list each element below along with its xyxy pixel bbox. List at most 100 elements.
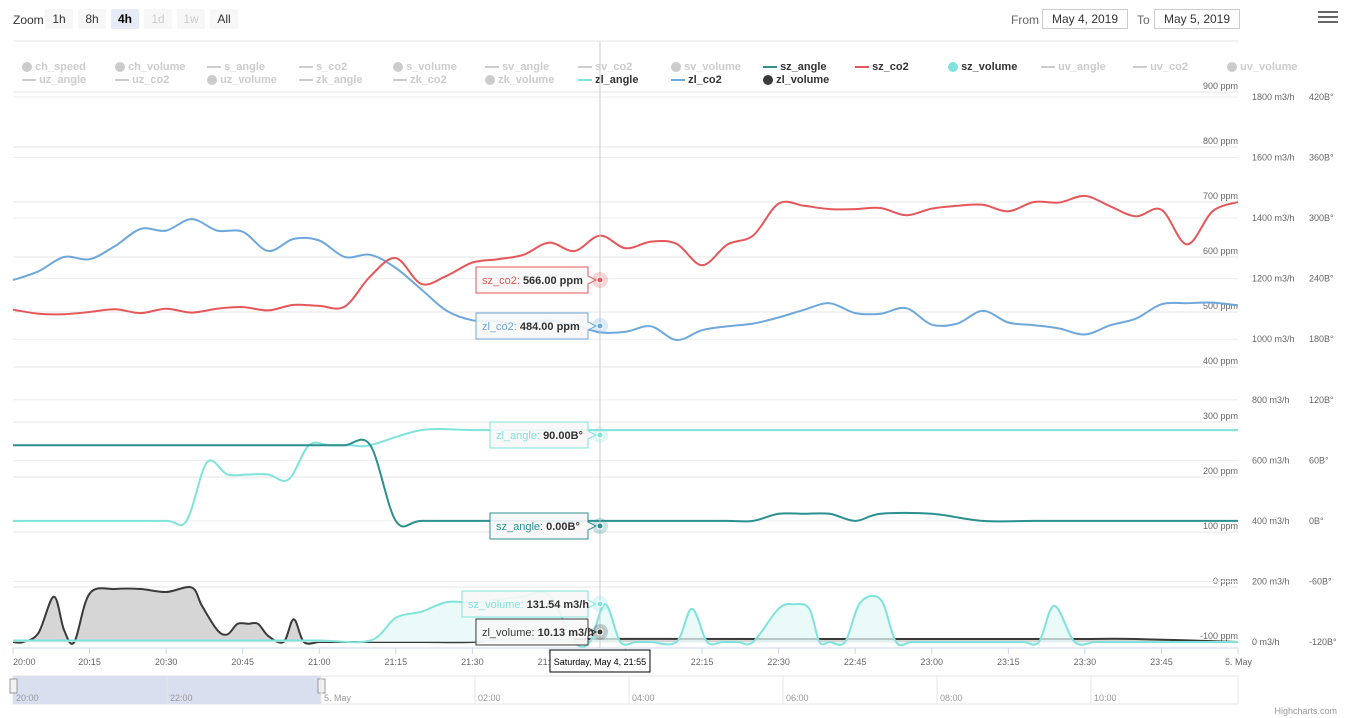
- legend-item-sz_volume[interactable]: sz_volume: [948, 61, 1017, 73]
- legend-item-sv_angle[interactable]: sv_angle: [485, 61, 549, 73]
- legend-item-sz_angle[interactable]: sz_angle: [763, 61, 827, 73]
- zoom-1w-button[interactable]: 1w: [177, 9, 205, 29]
- zoom-8h-button[interactable]: 8h: [78, 9, 106, 29]
- legend-symbol-icon: [393, 62, 403, 73]
- tooltip-zl_angle: zl_angle: 90.00B°: [489, 421, 598, 449]
- credits-link[interactable]: Highcharts.com: [1274, 706, 1337, 716]
- angle-axis-tick-label: 240B°: [1309, 274, 1334, 284]
- tooltip-series-label: sz_co2: 566.00 ppm: [482, 275, 583, 287]
- legend-item-sz_co2[interactable]: sz_co2: [855, 61, 909, 73]
- volume-axis-tick-label: 800 m3/h: [1252, 395, 1290, 405]
- navigator-left-handle[interactable]: [9, 678, 18, 694]
- legend-item-uz_angle[interactable]: uz_angle: [22, 74, 86, 86]
- navigator: 20:00 22:00 5. May 02:00 04:00 06:00 08:00 10:0…: [9, 675, 1239, 705]
- navigator-tick-label: 5. May: [324, 693, 352, 703]
- legend-item-zk_angle[interactable]: zk_angle: [299, 74, 363, 86]
- angle-axis-tick-label: 360B°: [1309, 153, 1334, 163]
- tooltip-series-label: sz_volume: 131.54 m3/h: [468, 599, 589, 611]
- legend-item-sv_co2[interactable]: sv_co2: [578, 61, 632, 73]
- tooltip-value: 566.00 ppm: [523, 275, 583, 287]
- legend-item-uv_co2[interactable]: uv_co2: [1133, 61, 1188, 73]
- x-axis-tick-label: 23:30: [1074, 657, 1097, 667]
- legend-item-uz_volume[interactable]: uz_volume: [207, 74, 277, 86]
- context-menu-icon[interactable]: [1318, 11, 1338, 27]
- legend-item-ch_volume[interactable]: ch_volume: [115, 61, 186, 73]
- zl_angle-hover-marker: [596, 431, 604, 439]
- zl_volume-area: [13, 587, 1238, 644]
- legend-item-zk_co2[interactable]: zk_co2: [393, 74, 447, 86]
- x-axis-tick-label: 23:45: [1150, 657, 1173, 667]
- legend-symbol-icon: [1041, 66, 1055, 69]
- volume-axis-tick-label: 600 m3/h: [1252, 455, 1290, 465]
- tooltip-value: 90.00B°: [543, 430, 583, 442]
- legend-item-zk_volume[interactable]: zk_volume: [485, 74, 554, 86]
- legend-symbol-icon: [671, 79, 685, 82]
- x-axis-tick-label: 23:00: [920, 657, 943, 667]
- legend-symbol-icon: [855, 66, 869, 69]
- sz_volume-hover-marker: [596, 600, 604, 608]
- legend-item-sv_volume[interactable]: sv_volume: [671, 61, 741, 73]
- navigator-tick-label: 20:00: [16, 693, 39, 703]
- angle-axis-tick-label: 420B°: [1309, 92, 1334, 102]
- to-label: To: [1137, 13, 1150, 27]
- x-axis-tick-label: 23:15: [997, 657, 1020, 667]
- legend-symbol-icon: [948, 62, 958, 73]
- x-axis-tick-label: 20:30: [155, 657, 178, 667]
- tooltip-series-label: sz_angle: 0.00B°: [496, 521, 580, 533]
- legend-symbol-icon: [485, 75, 495, 86]
- to-date-input[interactable]: May 5, 2019: [1154, 9, 1240, 29]
- navigator-tick-label: 22:00: [170, 693, 193, 703]
- x-axis-tick-label: 20:00: [13, 657, 36, 667]
- legend-item-s_co2[interactable]: s_co2: [299, 61, 347, 73]
- zoom-4h-button[interactable]: 4h: [111, 9, 139, 29]
- x-axis-tick-label: 5. May: [1225, 657, 1253, 667]
- navigator-tick-label: 04:00: [632, 693, 655, 703]
- zoom-label: Zoom: [13, 13, 44, 27]
- legend-item-s_volume[interactable]: s_volume: [393, 61, 457, 73]
- navigator-tick-label: 10:00: [1094, 693, 1117, 703]
- tooltip-box: [489, 512, 598, 540]
- navigator-tick-label: 06:00: [786, 693, 809, 703]
- co2-axis-tick-label: 900 ppm: [1203, 81, 1238, 91]
- angle-axis-tick-label: 120B°: [1309, 395, 1334, 405]
- tooltip-value: 131.54 m3/h: [527, 599, 590, 611]
- angle-axis-tick-label: 60B°: [1309, 455, 1329, 465]
- legend-item-uz_co2[interactable]: uz_co2: [115, 74, 169, 86]
- legend-symbol-icon: [115, 62, 125, 73]
- tooltip-box: [489, 421, 598, 449]
- tooltip-value: 0.00B°: [546, 521, 580, 533]
- sz_volume-area: [13, 591, 1238, 648]
- volume-axis-tick-label: 1800 m3/h: [1252, 92, 1295, 102]
- angle-axis-tick-label: -60B°: [1309, 576, 1332, 586]
- legend-item-ch_speed[interactable]: ch_speed: [22, 61, 86, 73]
- tooltip-box: [475, 266, 598, 294]
- from-date-input[interactable]: May 4, 2019: [1042, 9, 1128, 29]
- legend-item-uv_volume[interactable]: uv_volume: [1227, 61, 1298, 73]
- x-axis-tick-label: 22:15: [691, 657, 714, 667]
- x-axis-tick-label: 20:15: [78, 657, 101, 667]
- tooltip-box: [461, 590, 598, 618]
- legend-item-zl_volume[interactable]: zl_volume: [763, 74, 829, 86]
- zoom-1h-button[interactable]: 1h: [45, 9, 73, 29]
- legend-symbol-icon: [299, 79, 313, 82]
- legend-symbol-icon: [22, 79, 36, 82]
- co2-axis-tick-label: 300 ppm: [1203, 411, 1238, 421]
- angle-axis-tick-label: 300B°: [1309, 213, 1334, 223]
- legend-item-zl_co2[interactable]: zl_co2: [671, 74, 722, 86]
- angle-axis-tick-label: 180B°: [1309, 334, 1334, 344]
- tooltips-group: sz_co2: 566.00 ppm zl_co2: 484.00 ppm zl_a…: [461, 266, 608, 646]
- tooltip-zl_co2: zl_co2: 484.00 ppm: [475, 312, 598, 340]
- x-axis-tick-label: 22:45: [844, 657, 867, 667]
- legend-symbol-icon: [763, 66, 777, 69]
- zoom-all-button[interactable]: All: [210, 9, 238, 29]
- co2-axis-tick-label: 800 ppm: [1203, 136, 1238, 146]
- x-axis-tick-label: 20:45: [231, 657, 254, 667]
- legend-item-uv_angle[interactable]: uv_angle: [1041, 61, 1106, 73]
- volume-axis-tick-label: 200 m3/h: [1252, 576, 1290, 586]
- legend-item-s_angle[interactable]: s_angle: [207, 61, 265, 73]
- zoom-1d-button[interactable]: 1d: [144, 9, 172, 29]
- tooltip-series-label: zl_co2: 484.00 ppm: [482, 321, 580, 333]
- sz_co2-hover-marker: [596, 276, 604, 284]
- legend-item-zl_angle[interactable]: zl_angle: [578, 74, 638, 86]
